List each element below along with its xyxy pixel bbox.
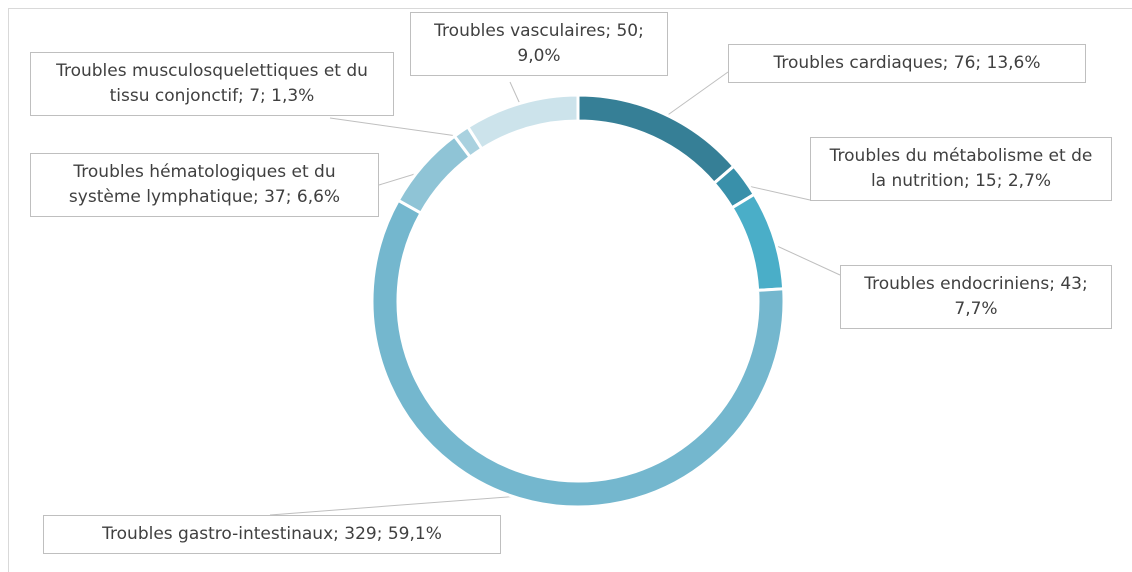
data-label: Troubles musculosquelettiques et du tiss… (30, 52, 394, 116)
data-label: Troubles du métabolisme et de la nutriti… (810, 137, 1112, 201)
donut-segment (396, 134, 473, 216)
data-label: Troubles endocriniens; 43; 7,7% (840, 265, 1112, 329)
donut-segment (729, 192, 786, 292)
donut-segment (370, 198, 786, 509)
leader-line (269, 494, 534, 516)
data-label: Troubles vasculaires; 50; 9,0% (410, 12, 668, 76)
leader-line (329, 117, 466, 138)
donut-segment (576, 93, 736, 186)
leader-line (660, 71, 729, 121)
data-label: Troubles hématologiques et du système ly… (30, 153, 379, 217)
donut-segment (465, 93, 580, 151)
chart-frame (8, 8, 1132, 572)
leader-lines (269, 71, 841, 516)
segments (370, 93, 786, 509)
data-label: Troubles cardiaques; 76; 13,6% (728, 44, 1086, 83)
data-label: Troubles gastro-intestinaux; 329; 59,1% (43, 515, 501, 554)
leader-line (767, 241, 841, 276)
